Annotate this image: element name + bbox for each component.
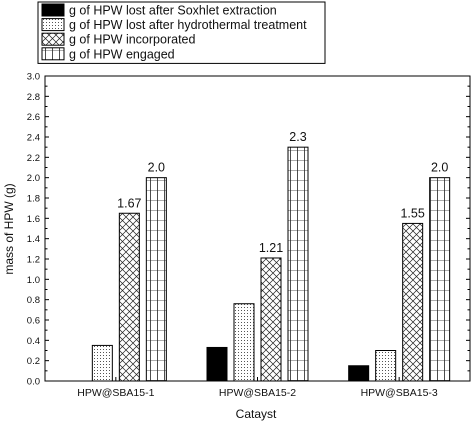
data-label: 1.67 bbox=[117, 196, 141, 210]
y-tick-label: 1.6 bbox=[27, 214, 40, 225]
y-tick-label: 0.4 bbox=[27, 336, 40, 347]
y-tick-label: 0.2 bbox=[27, 356, 40, 367]
legend-swatch bbox=[41, 3, 65, 17]
y-tick-label: 2.4 bbox=[27, 133, 40, 144]
data-label: 1.21 bbox=[259, 241, 283, 255]
data-label: 2.3 bbox=[289, 130, 306, 144]
bar bbox=[348, 365, 370, 382]
bar bbox=[402, 222, 424, 382]
data-label: 2.0 bbox=[148, 161, 165, 175]
y-tick-label: 0.8 bbox=[27, 295, 40, 306]
bar bbox=[429, 177, 451, 382]
y-tick-label: 2.8 bbox=[27, 92, 40, 103]
x-tick-label: HPW@SBA15-2 bbox=[219, 387, 296, 399]
legend-entry-label: g of HPW engaged bbox=[69, 47, 175, 61]
y-tick-label: 3.0 bbox=[27, 72, 40, 83]
bar bbox=[287, 146, 309, 382]
bar bbox=[118, 212, 140, 382]
legend-entry-label: g of HPW incorporated bbox=[69, 33, 195, 47]
bar bbox=[145, 177, 167, 382]
x-tick-label: HPW@SBA15-3 bbox=[361, 387, 438, 399]
x-tick-label: HPW@SBA15-1 bbox=[77, 387, 154, 399]
data-label: 2.0 bbox=[431, 161, 448, 175]
y-axis-title: mass of HPW (g) bbox=[2, 183, 16, 274]
legend-swatch bbox=[41, 47, 65, 61]
y-tick-label: 1.2 bbox=[27, 255, 40, 266]
y-tick-label: 1.0 bbox=[27, 275, 40, 286]
bar bbox=[233, 303, 255, 382]
y-tick-label: 2.2 bbox=[27, 153, 40, 164]
y-tick-label: 1.4 bbox=[27, 234, 40, 245]
bar bbox=[206, 346, 228, 382]
legend-entry-label: g of HPW lost after Soxhlet extraction bbox=[69, 4, 277, 18]
y-tick-label: 1.8 bbox=[27, 194, 40, 205]
y-tick-label: 0.0 bbox=[27, 377, 40, 388]
y-tick-label: 2.6 bbox=[27, 112, 40, 123]
legend-swatch bbox=[41, 32, 65, 46]
x-axis-title: Catayst bbox=[236, 407, 277, 421]
legend-swatch bbox=[41, 18, 65, 32]
legend-box bbox=[37, 1, 326, 64]
bar bbox=[260, 257, 282, 382]
data-label: 1.55 bbox=[400, 206, 424, 220]
y-tick-label: 2.0 bbox=[27, 173, 40, 184]
legend-entry-label: g of HPW lost after hydrothermal treatme… bbox=[69, 18, 307, 32]
bar bbox=[375, 350, 397, 382]
y-tick-label: 0.6 bbox=[27, 316, 40, 327]
bar bbox=[91, 344, 113, 382]
